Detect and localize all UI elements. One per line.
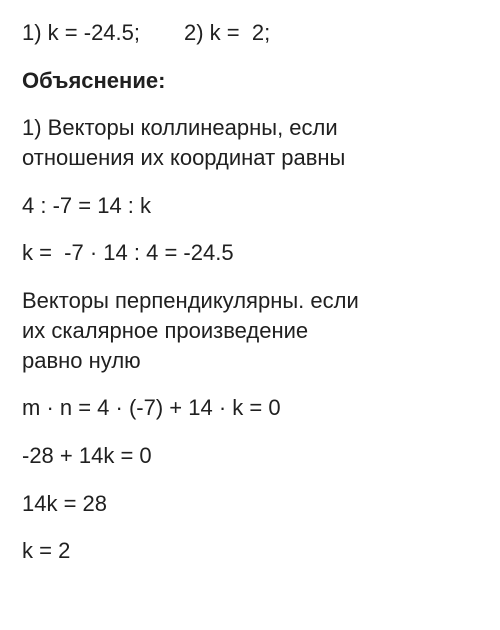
ratio-equation: 4 : -7 = 14 : k bbox=[22, 191, 480, 221]
paragraph-line: 1) Векторы коллинеарны, если отношения и… bbox=[22, 113, 480, 172]
equation-step: -28 + 14k = 0 bbox=[22, 441, 480, 471]
text-fragment: 1) Векторы коллинеарны, если bbox=[22, 115, 338, 140]
k-calculation: k = -7 · 14 : 4 = -24.5 bbox=[22, 238, 480, 268]
text-fragment: отношения их координат равны bbox=[22, 145, 345, 170]
math-explanation-document: 1) k = -24.5; 2) k = 2; Объяснение: 1) В… bbox=[0, 0, 500, 584]
paragraph-line: Векторы перпендикулярны. если их скалярн… bbox=[22, 286, 480, 375]
answers-line: 1) k = -24.5; 2) k = 2; bbox=[22, 18, 480, 48]
text-fragment: их скалярное произведение bbox=[22, 318, 308, 343]
text-fragment: равно нулю bbox=[22, 348, 141, 373]
equation-step: 14k = 28 bbox=[22, 489, 480, 519]
equation-result: k = 2 bbox=[22, 536, 480, 566]
explanation-heading: Объяснение: bbox=[22, 66, 480, 96]
text-fragment: Векторы перпендикулярны. если bbox=[22, 288, 359, 313]
dot-product-equation: m · n = 4 · (-7) + 14 · k = 0 bbox=[22, 393, 480, 423]
